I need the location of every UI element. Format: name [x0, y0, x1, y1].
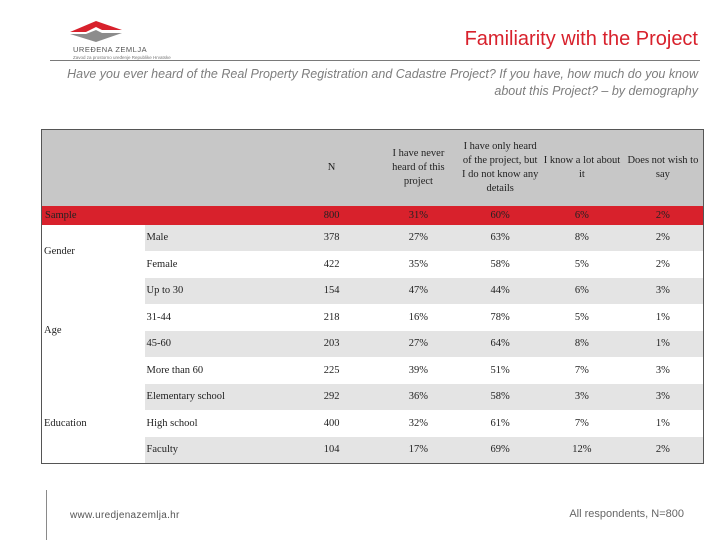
cell-value: 64%	[459, 330, 542, 357]
cell-value: 69%	[459, 436, 542, 463]
logo-name: UREĐENA ZEMLJA	[73, 45, 148, 54]
row-label: More than 60	[144, 357, 286, 384]
footer-website: www.uredjenazemlja.hr	[70, 510, 180, 521]
table-row: 45-60 203 27% 64% 8% 1%	[42, 330, 704, 357]
cell-value: 1%	[622, 304, 704, 331]
table-row: Education Elementary school 292 36% 58% …	[41, 383, 704, 463]
cell-value: 6%	[574, 209, 589, 221]
column-header-never-heard: I have never heard of this project	[392, 147, 445, 187]
table-row: High school 400 32% 61% 7% 1%	[42, 410, 704, 437]
cell-value: 78%	[459, 304, 542, 331]
footer-divider	[46, 490, 47, 540]
cell-value: 378	[285, 224, 378, 251]
logo-tagline: Zavod za prostorno uređenje Republike Hr…	[73, 55, 171, 60]
cell-value: 154	[285, 277, 378, 304]
cell-value: 3%	[622, 277, 704, 304]
cell-value: 27%	[377, 330, 460, 357]
cell-value: 3%	[541, 383, 623, 410]
row-label: Elementary school	[144, 383, 286, 410]
table-row: Faculty 104 17% 69% 12% 2%	[42, 436, 704, 463]
cell-value: 35%	[377, 251, 460, 278]
cell-value: 1%	[622, 330, 704, 357]
column-header-n: N	[327, 161, 336, 173]
page-subtitle: Have you ever heard of the Real Property…	[67, 67, 698, 98]
row-label: Female	[144, 251, 286, 278]
sample-row: Sample 800 31% 60% 6% 2%	[41, 205, 704, 225]
cell-value: 63%	[459, 224, 542, 251]
group-label-age: Age	[41, 277, 145, 384]
row-label: High school	[144, 410, 286, 437]
demography-table: N I have never heard of this project I h…	[41, 129, 704, 464]
cell-value: 6%	[541, 277, 623, 304]
cell-value: 7%	[541, 410, 623, 437]
column-header-does-not-wish: Does not wish to say	[627, 154, 699, 180]
cell-value: 1%	[622, 410, 704, 437]
cell-value: 3%	[622, 357, 704, 384]
cell-value: 2%	[622, 224, 704, 251]
header-blank-cell	[41, 129, 286, 206]
row-label: Faculty	[144, 436, 286, 463]
group-label-education: Education	[41, 383, 145, 463]
column-header-only-heard: I have only heard of the project, but I …	[461, 140, 539, 194]
cell-value: 800	[323, 209, 340, 221]
cell-value: 422	[285, 251, 378, 278]
row-label: Up to 30	[144, 277, 286, 304]
cell-value: 17%	[377, 436, 460, 463]
cell-value: 27%	[377, 224, 460, 251]
page-title: Familiarity with the Project	[464, 28, 698, 50]
cell-value: 292	[285, 383, 378, 410]
row-label: 31-44	[144, 304, 286, 331]
cell-value: 51%	[459, 357, 542, 384]
cell-value: 60%	[490, 209, 510, 221]
row-label-sample: Sample	[45, 209, 77, 221]
cell-value: 225	[285, 357, 378, 384]
row-label: Male	[144, 224, 286, 251]
cell-value: 3%	[622, 383, 704, 410]
cell-value: 31%	[408, 209, 429, 221]
cell-value: 2%	[622, 251, 704, 278]
table-row: Age Up to 30 154 47% 44% 6% 3%	[41, 277, 704, 384]
cell-value: 12%	[541, 436, 623, 463]
cell-value: 203	[285, 330, 378, 357]
cell-value: 44%	[459, 277, 542, 304]
row-label: 45-60	[144, 330, 286, 357]
cell-value: 61%	[459, 410, 542, 437]
cell-value: 39%	[377, 357, 460, 384]
cell-value: 2%	[655, 209, 670, 221]
group-label-gender: Gender	[41, 224, 145, 278]
table-header-row: N I have never heard of this project I h…	[41, 129, 704, 206]
uredjena-zemlja-logo-icon	[70, 21, 122, 42]
cell-value: 400	[285, 410, 378, 437]
cell-value: 58%	[459, 251, 542, 278]
title-divider	[50, 60, 700, 61]
table-row: Female 422 35% 58% 5% 2%	[42, 251, 704, 278]
logo: UREĐENA ZEMLJA Zavod za prostorno uređen…	[66, 18, 206, 68]
cell-value: 16%	[377, 304, 460, 331]
column-header-know-a-lot: I know a lot about it	[543, 154, 621, 180]
cell-value: 5%	[541, 304, 623, 331]
table-row: 31-44 218 16% 78% 5% 1%	[42, 304, 704, 331]
table-row: Gender Male 378 27% 63% 8% 2%	[41, 224, 704, 278]
cell-value: 47%	[377, 277, 460, 304]
cell-value: 104	[285, 436, 378, 463]
cell-value: 7%	[541, 357, 623, 384]
cell-value: 8%	[541, 330, 623, 357]
footer-note: All respondents, N=800	[569, 508, 684, 520]
cell-value: 5%	[541, 251, 623, 278]
cell-value: 58%	[459, 383, 542, 410]
cell-value: 32%	[377, 410, 460, 437]
cell-value: 36%	[377, 383, 460, 410]
table-row: More than 60 225 39% 51% 7% 3%	[42, 357, 704, 384]
cell-value: 218	[285, 304, 378, 331]
cell-value: 8%	[541, 224, 623, 251]
cell-value: 2%	[622, 436, 704, 463]
